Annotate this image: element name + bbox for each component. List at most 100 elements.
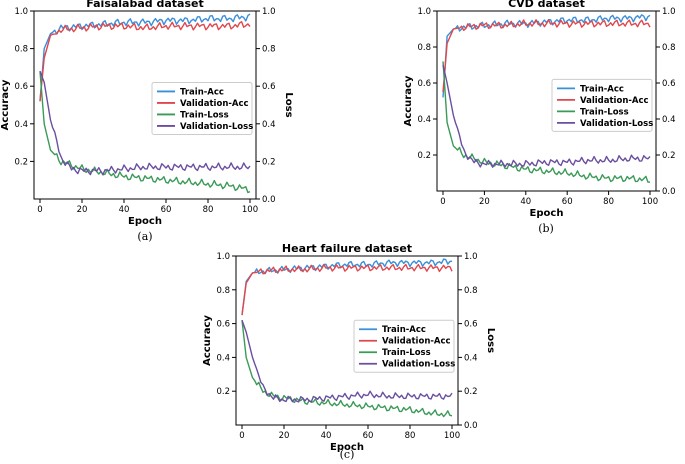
y-axis-label: Accuracy	[0, 79, 11, 130]
y-tick-label: 0.4	[14, 120, 28, 130]
y-tick-label: 0.6	[417, 79, 431, 89]
x-tick-label: 40	[321, 431, 332, 441]
legend-label: Train-Acc	[180, 87, 224, 97]
x-tick-label: 100	[444, 431, 460, 441]
legend-label: Validation-Acc	[382, 337, 451, 347]
x-tick-label: 20	[279, 431, 290, 441]
y-tick-label: 0.8	[216, 286, 230, 296]
panel-caption: (c)	[340, 448, 355, 461]
x-axis-label: Epoch	[530, 208, 564, 219]
y2-tick-label: 0.8	[662, 43, 676, 53]
y-tick-label: 0.4	[216, 353, 230, 363]
series-line-validation-acc	[39, 21, 251, 102]
y2-axis-label: Loss	[283, 92, 294, 117]
chart-panel-2: Heart failure dataset 0 20 40 60 80 100 0.2 0.4 0…	[202, 242, 496, 461]
y2-tick-label: 1.0	[662, 7, 676, 17]
panel-caption: (b)	[538, 222, 554, 235]
x-tick-label: 40	[520, 197, 531, 207]
series-line-train-loss	[39, 71, 251, 194]
y-tick-label: 0.2	[417, 151, 431, 161]
y2-axis-label: Loss	[485, 328, 496, 353]
series-line-train-acc	[39, 13, 251, 102]
series-line-train-loss	[442, 61, 651, 183]
legend-label: Train-Acc	[580, 84, 624, 94]
y-axis-label: Accuracy	[202, 315, 213, 366]
y-tick-label: 1.0	[417, 7, 431, 17]
series-line-validation-loss	[442, 64, 651, 168]
legend-label: Validation-Acc	[180, 99, 249, 109]
y-tick-label: 1.0	[216, 252, 230, 262]
y2-tick-label: 0.2	[262, 157, 276, 167]
legend-box	[151, 81, 253, 135]
x-tick-label: 80	[603, 197, 614, 207]
y-tick-label: 1.0	[14, 7, 28, 17]
x-tick-label: 20	[77, 205, 88, 215]
legend-label: Validation-Acc	[580, 96, 649, 106]
series-line-validation-loss	[241, 319, 453, 403]
chart-title: Heart failure dataset	[282, 242, 412, 255]
y-tick-label: 0.6	[14, 82, 28, 92]
y-tick-label: 0.2	[14, 157, 28, 167]
y2-tick-label: 0.4	[262, 120, 276, 130]
panel-caption: (a)	[137, 230, 152, 243]
y2-tick-label: 0.6	[464, 320, 478, 330]
y2-tick-label: 0.8	[464, 286, 478, 296]
series-line-validation-loss	[39, 70, 251, 176]
plot-frame	[235, 255, 459, 426]
series-line-validation-acc	[241, 263, 453, 316]
y2-tick-label: 1.0	[262, 7, 276, 17]
x-tick-label: 0	[37, 205, 42, 215]
chart-panel-1: CVD dataset 0 20 40 60 80 100 0.2 0.4 0.6 0.8 1.0 0.…	[403, 0, 685, 235]
x-tick-label: 40	[119, 205, 130, 215]
legend-box	[353, 319, 455, 373]
y2-tick-label: 0.6	[662, 79, 676, 89]
x-tick-label: 100	[642, 197, 658, 207]
y-tick-label: 0.4	[417, 115, 431, 125]
series-line-validation-acc	[442, 19, 651, 93]
x-tick-label: 20	[479, 197, 490, 207]
y2-tick-label: 0.8	[262, 45, 276, 55]
chart-title: Faisalabad dataset	[86, 0, 203, 10]
y2-tick-label: 0.4	[464, 353, 478, 363]
legend-label: Train-Loss	[580, 107, 629, 117]
x-tick-label: 60	[161, 205, 172, 215]
y-tick-label: 0.8	[417, 43, 431, 53]
x-axis-label: Epoch	[128, 216, 162, 227]
x-axis-label: Epoch	[330, 442, 364, 453]
x-tick-label: 80	[203, 205, 214, 215]
y2-tick-label: 0.2	[662, 151, 676, 161]
x-tick-label: 0	[440, 197, 445, 207]
y-tick-label: 0.8	[14, 45, 28, 55]
x-tick-label: 100	[242, 205, 258, 215]
x-tick-label: 60	[363, 431, 374, 441]
y2-tick-label: 0.0	[464, 421, 478, 431]
y2-tick-label: 1.0	[464, 252, 478, 262]
y-axis-label: Accuracy	[403, 75, 414, 126]
chart-title: CVD dataset	[508, 0, 585, 10]
x-tick-label: 0	[239, 431, 244, 441]
y2-tick-label: 0.6	[262, 82, 276, 92]
plot-frame	[33, 10, 257, 200]
y-tick-label: 0.2	[216, 387, 230, 397]
y2-axis-label: Loss	[683, 88, 685, 113]
legend-box	[551, 78, 653, 132]
y2-tick-label: 0.0	[662, 187, 676, 197]
x-tick-label: 80	[405, 431, 416, 441]
legend-label: Train-Acc	[382, 325, 426, 335]
plot-frame	[436, 10, 657, 192]
legend-label: Validation-Loss	[180, 122, 253, 132]
x-tick-label: 60	[562, 197, 573, 207]
legend-label: Train-Loss	[382, 348, 431, 358]
y2-tick-label: 0.4	[662, 115, 676, 125]
legend-label: Validation-Loss	[580, 119, 653, 129]
y-tick-label: 0.6	[216, 320, 230, 330]
y2-tick-label: 0.0	[262, 195, 276, 205]
chart-panel-0: Faisalabad dataset 0 20 40 60 80 100 0.2 0.4 0.6 0…	[0, 0, 294, 243]
y2-tick-label: 0.2	[464, 387, 478, 397]
legend-label: Train-Loss	[180, 110, 229, 120]
legend-label: Validation-Loss	[382, 360, 455, 370]
